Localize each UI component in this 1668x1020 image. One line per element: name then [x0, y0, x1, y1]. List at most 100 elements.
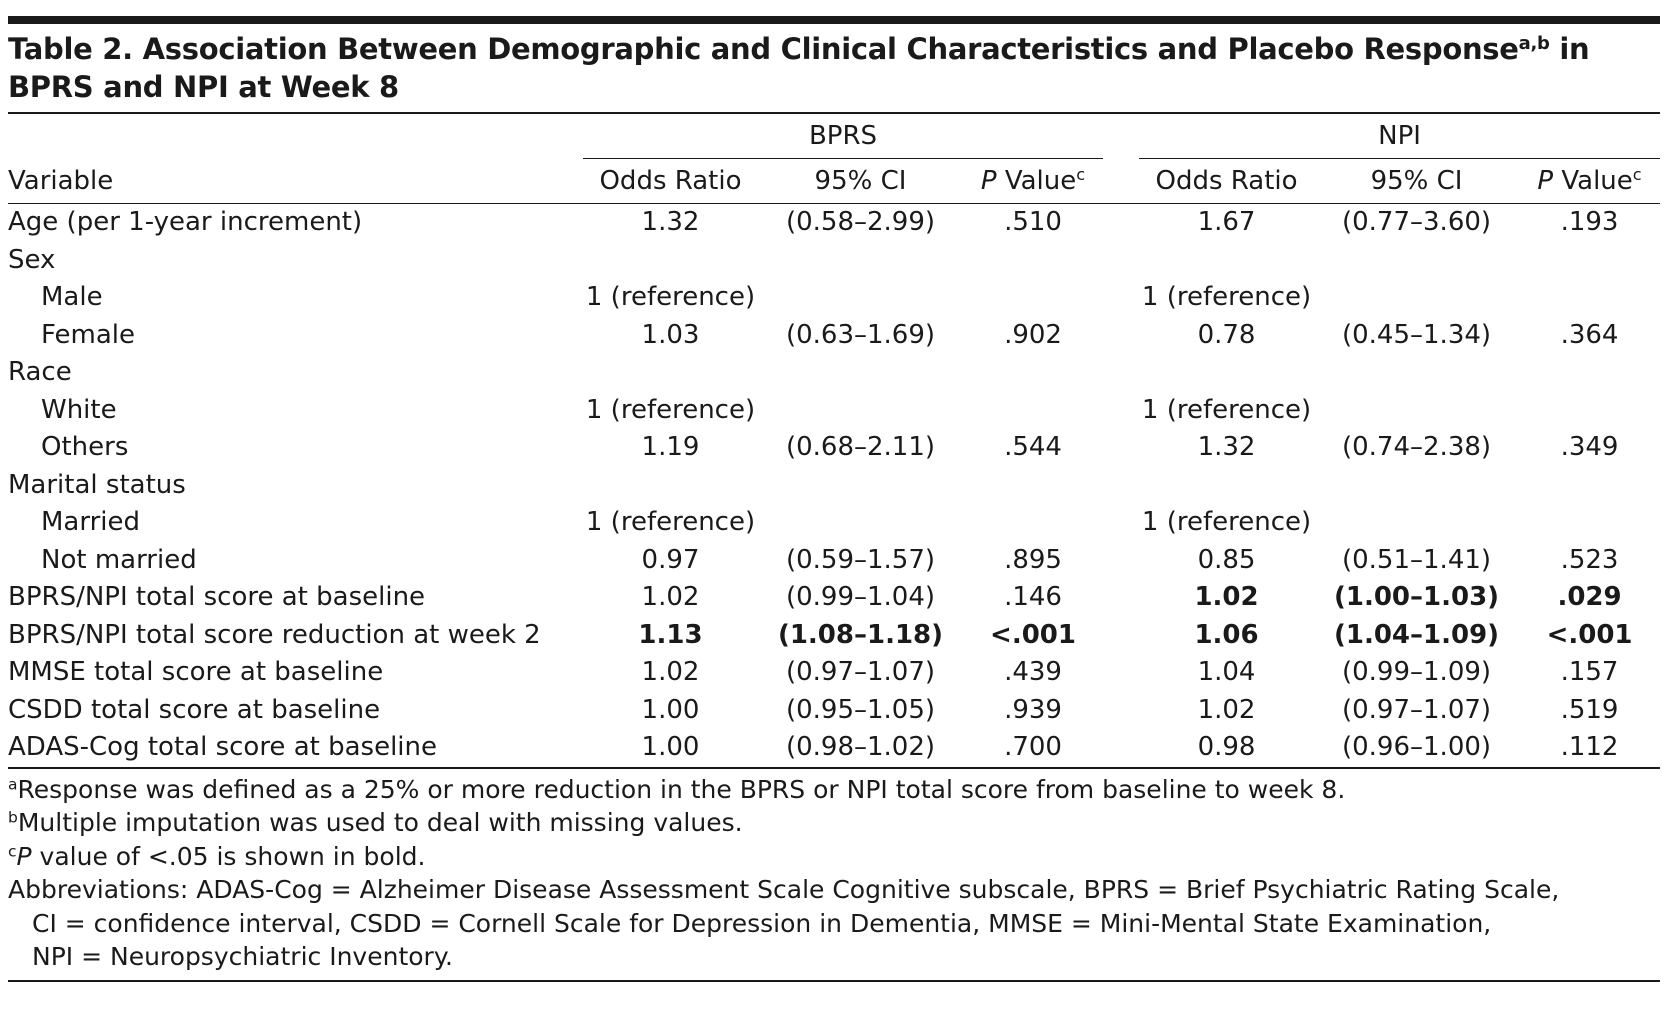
table-row: Married 1 (reference) 1 (reference) [8, 504, 1660, 542]
title-text: Table 2. Association Between Demographic… [8, 32, 1519, 66]
column-header: 95% CI [1314, 159, 1520, 204]
table-cell: .349 [1560, 432, 1619, 462]
row-label: White [41, 394, 117, 425]
empty-cell [583, 354, 758, 392]
table-cell: 1.00 [641, 694, 700, 725]
empty-cell [758, 467, 963, 505]
table-cell: (0.59–1.57) [785, 544, 936, 575]
group-header: BPRS [583, 114, 1104, 159]
table-cell: (0.63–1.69) [785, 319, 936, 350]
row-label: MMSE total score at baseline [8, 657, 384, 687]
spacer-cell [1103, 504, 1139, 542]
empty-cell [583, 242, 758, 280]
table-cell: .510 [1004, 207, 1062, 237]
header-text: Value [1553, 166, 1633, 196]
table-header: BPRS NPI Variable Odds Ratio 95% CI P Valuec O… [8, 114, 1661, 204]
spacer-cell [1103, 654, 1139, 692]
stub-header: Variable [8, 159, 583, 204]
table-cell: (0.51–1.41) [1341, 544, 1492, 575]
empty-cell [1139, 467, 1314, 505]
spacer-cell [1103, 114, 1139, 159]
table-cell: (0.97–1.07) [785, 657, 936, 687]
spacer-cell [1103, 242, 1139, 280]
footnote-mark: a [8, 774, 18, 793]
group-header-row: BPRS NPI [8, 114, 1661, 159]
table-cell: 1 (reference) [585, 394, 756, 425]
table-cell: 1.02 [1197, 694, 1256, 725]
row-label: Married [41, 507, 141, 537]
row-label: Others [41, 432, 129, 462]
table-cell: 1.06 [1194, 619, 1259, 650]
empty-cell [1519, 392, 1660, 430]
table-cell: <.001 [1546, 619, 1633, 650]
row-label: CSDD total score at baseline [8, 694, 381, 725]
table-cell: 1.00 [583, 729, 758, 769]
footnote-text: Response was defined as a 25% or more re… [17, 774, 1346, 804]
table-row: Not married 0.97 (0.59–1.57) .895 0.85 (0.51–… [8, 542, 1660, 580]
empty-cell [1314, 279, 1519, 317]
empty-cell [1314, 354, 1519, 392]
empty-cell [1519, 354, 1660, 392]
table-cell: .902 [1004, 319, 1062, 350]
empty-cell [963, 242, 1103, 280]
table-row: Age (per 1-year increment) 1.32 (0.58–2.99… [8, 204, 1660, 242]
table-cell: .544 [1004, 432, 1062, 462]
empty-cell [8, 114, 583, 159]
spacer-cell [1103, 617, 1139, 655]
group-header: NPI [1139, 114, 1661, 159]
table-cell: (0.99–1.04) [785, 582, 936, 612]
data-table: BPRS NPI Variable Odds Ratio 95% CI P Valuec O… [8, 114, 1661, 769]
row-label: Sex [8, 244, 56, 275]
empty-cell [1139, 242, 1314, 280]
table-row: BPRS/NPI total score at baseline 1.02 (0.9… [8, 579, 1660, 617]
italic-text: P [1537, 166, 1554, 196]
table-cell: .895 [1004, 544, 1062, 575]
table-cell: (0.97–1.07) [1341, 694, 1492, 725]
table-title: Table 2. Association Between Demographic… [8, 24, 1660, 114]
table-cell: (0.96–1.00) [1314, 729, 1520, 769]
table-row: BPRS/NPI total score reduction at week 2… [8, 617, 1660, 655]
table-cell: 1.02 [641, 582, 700, 612]
empty-cell [963, 467, 1103, 505]
table-cell: .700 [963, 729, 1104, 769]
footnote: bMultiple imputation was used to deal wi… [8, 806, 1660, 840]
table-row: Female 1.03 (0.63–1.69) .902 0.78 (0.45–1.34)… [8, 317, 1660, 355]
table-cell: .146 [1004, 582, 1062, 612]
empty-cell [758, 504, 963, 542]
header-text: 95% CI [814, 166, 907, 196]
table-cell: 0.85 [1197, 544, 1256, 575]
spacer-cell [1103, 354, 1139, 392]
spacer-cell [1103, 279, 1139, 317]
table-row: Sex [8, 242, 1660, 280]
empty-cell [1519, 467, 1660, 505]
spacer-cell [1103, 579, 1139, 617]
table-cell: .519 [1560, 694, 1619, 725]
table-row: Marital status [8, 467, 1660, 505]
spacer-cell [1103, 542, 1139, 580]
empty-cell [1519, 504, 1660, 542]
table-row: MMSE total score at baseline 1.02 (0.97–1.… [8, 654, 1660, 692]
footnote-mark: c [1632, 165, 1642, 185]
empty-cell [1519, 279, 1660, 317]
table-cell: (1.08–1.18) [777, 619, 944, 650]
table-cell: 0.78 [1197, 319, 1256, 350]
footnote-mark: c [1076, 165, 1086, 185]
table-cell: 1.02 [1194, 582, 1259, 612]
table-cell: .157 [1560, 657, 1619, 687]
document: Table 2. Association Between Demographic… [8, 16, 1661, 982]
table-cell: (0.58–2.99) [785, 207, 936, 237]
table-cell: 0.97 [641, 544, 700, 575]
header-text: 95% CI [1370, 166, 1463, 196]
table-cell: (0.99–1.09) [1341, 657, 1492, 687]
table-cell: (0.98–1.02) [758, 729, 963, 769]
row-label: Marital status [8, 469, 186, 500]
empty-cell [758, 242, 963, 280]
table-cell: 1.03 [641, 319, 700, 350]
table-cell: 1 (reference) [1141, 507, 1312, 537]
abbreviation-line: CI = confidence interval, CSDD = Cornell… [32, 908, 1492, 938]
table-cell: .193 [1560, 207, 1619, 237]
row-label: BPRS/NPI total score at baseline [8, 582, 426, 612]
table-cell: 1.32 [1197, 432, 1256, 462]
header-text: Value [996, 166, 1077, 196]
empty-cell [1314, 392, 1519, 430]
